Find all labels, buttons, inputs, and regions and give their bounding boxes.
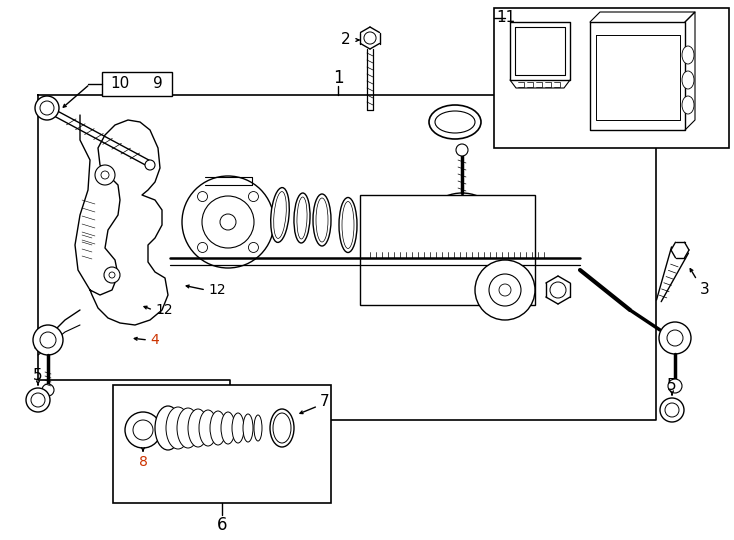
Text: 2: 2: [341, 32, 350, 48]
Circle shape: [101, 171, 109, 179]
Text: 12: 12: [155, 303, 172, 317]
Ellipse shape: [232, 413, 244, 443]
Circle shape: [197, 192, 208, 201]
Ellipse shape: [342, 201, 354, 248]
Circle shape: [95, 165, 115, 185]
Text: 10: 10: [110, 77, 130, 91]
Text: 6: 6: [217, 516, 228, 534]
Text: 5: 5: [667, 379, 677, 394]
Ellipse shape: [682, 96, 694, 114]
Ellipse shape: [274, 192, 286, 239]
Text: 5: 5: [33, 368, 43, 383]
Ellipse shape: [297, 197, 307, 239]
Circle shape: [248, 192, 258, 201]
Circle shape: [40, 332, 56, 348]
Ellipse shape: [221, 412, 235, 444]
Ellipse shape: [166, 407, 190, 449]
Ellipse shape: [682, 71, 694, 89]
Circle shape: [248, 242, 258, 253]
Circle shape: [26, 388, 50, 412]
Circle shape: [364, 32, 376, 44]
Circle shape: [438, 211, 486, 259]
Text: 12: 12: [208, 283, 225, 297]
Circle shape: [659, 322, 691, 354]
Circle shape: [202, 196, 254, 248]
Ellipse shape: [435, 111, 475, 133]
Circle shape: [42, 384, 54, 396]
Circle shape: [420, 193, 504, 277]
Ellipse shape: [188, 409, 208, 447]
Circle shape: [660, 398, 684, 422]
Circle shape: [104, 267, 120, 283]
Text: 1: 1: [333, 69, 344, 87]
Circle shape: [667, 330, 683, 346]
Circle shape: [665, 403, 679, 417]
Circle shape: [489, 274, 521, 306]
Bar: [113, 385, 331, 503]
Circle shape: [31, 393, 45, 407]
Ellipse shape: [177, 408, 199, 448]
Circle shape: [145, 160, 155, 170]
Circle shape: [499, 284, 511, 296]
Ellipse shape: [210, 411, 226, 445]
Text: 7: 7: [320, 395, 330, 409]
Bar: [360, 195, 535, 305]
Circle shape: [668, 379, 682, 393]
Circle shape: [550, 282, 566, 298]
Ellipse shape: [155, 406, 181, 450]
Circle shape: [109, 272, 115, 278]
Bar: [494, 8, 729, 148]
Ellipse shape: [316, 198, 328, 242]
Text: 3: 3: [700, 282, 710, 298]
Ellipse shape: [339, 198, 357, 253]
Circle shape: [35, 96, 59, 120]
Circle shape: [456, 144, 468, 156]
Text: 8: 8: [139, 455, 148, 469]
Circle shape: [133, 420, 153, 440]
Circle shape: [197, 242, 208, 253]
Circle shape: [40, 101, 54, 115]
Ellipse shape: [294, 193, 310, 243]
Ellipse shape: [682, 46, 694, 64]
Circle shape: [33, 325, 63, 355]
Ellipse shape: [199, 410, 217, 446]
Ellipse shape: [271, 187, 289, 242]
Ellipse shape: [313, 194, 331, 246]
Circle shape: [220, 214, 236, 230]
Ellipse shape: [270, 409, 294, 447]
Ellipse shape: [243, 414, 253, 442]
Circle shape: [182, 176, 274, 268]
Text: 4: 4: [150, 333, 159, 347]
Text: 11: 11: [496, 10, 515, 25]
Ellipse shape: [429, 105, 481, 139]
Text: 9: 9: [153, 77, 163, 91]
Ellipse shape: [254, 415, 262, 441]
Bar: [102, 72, 172, 96]
Ellipse shape: [273, 413, 291, 443]
Circle shape: [475, 260, 535, 320]
Circle shape: [125, 412, 161, 448]
